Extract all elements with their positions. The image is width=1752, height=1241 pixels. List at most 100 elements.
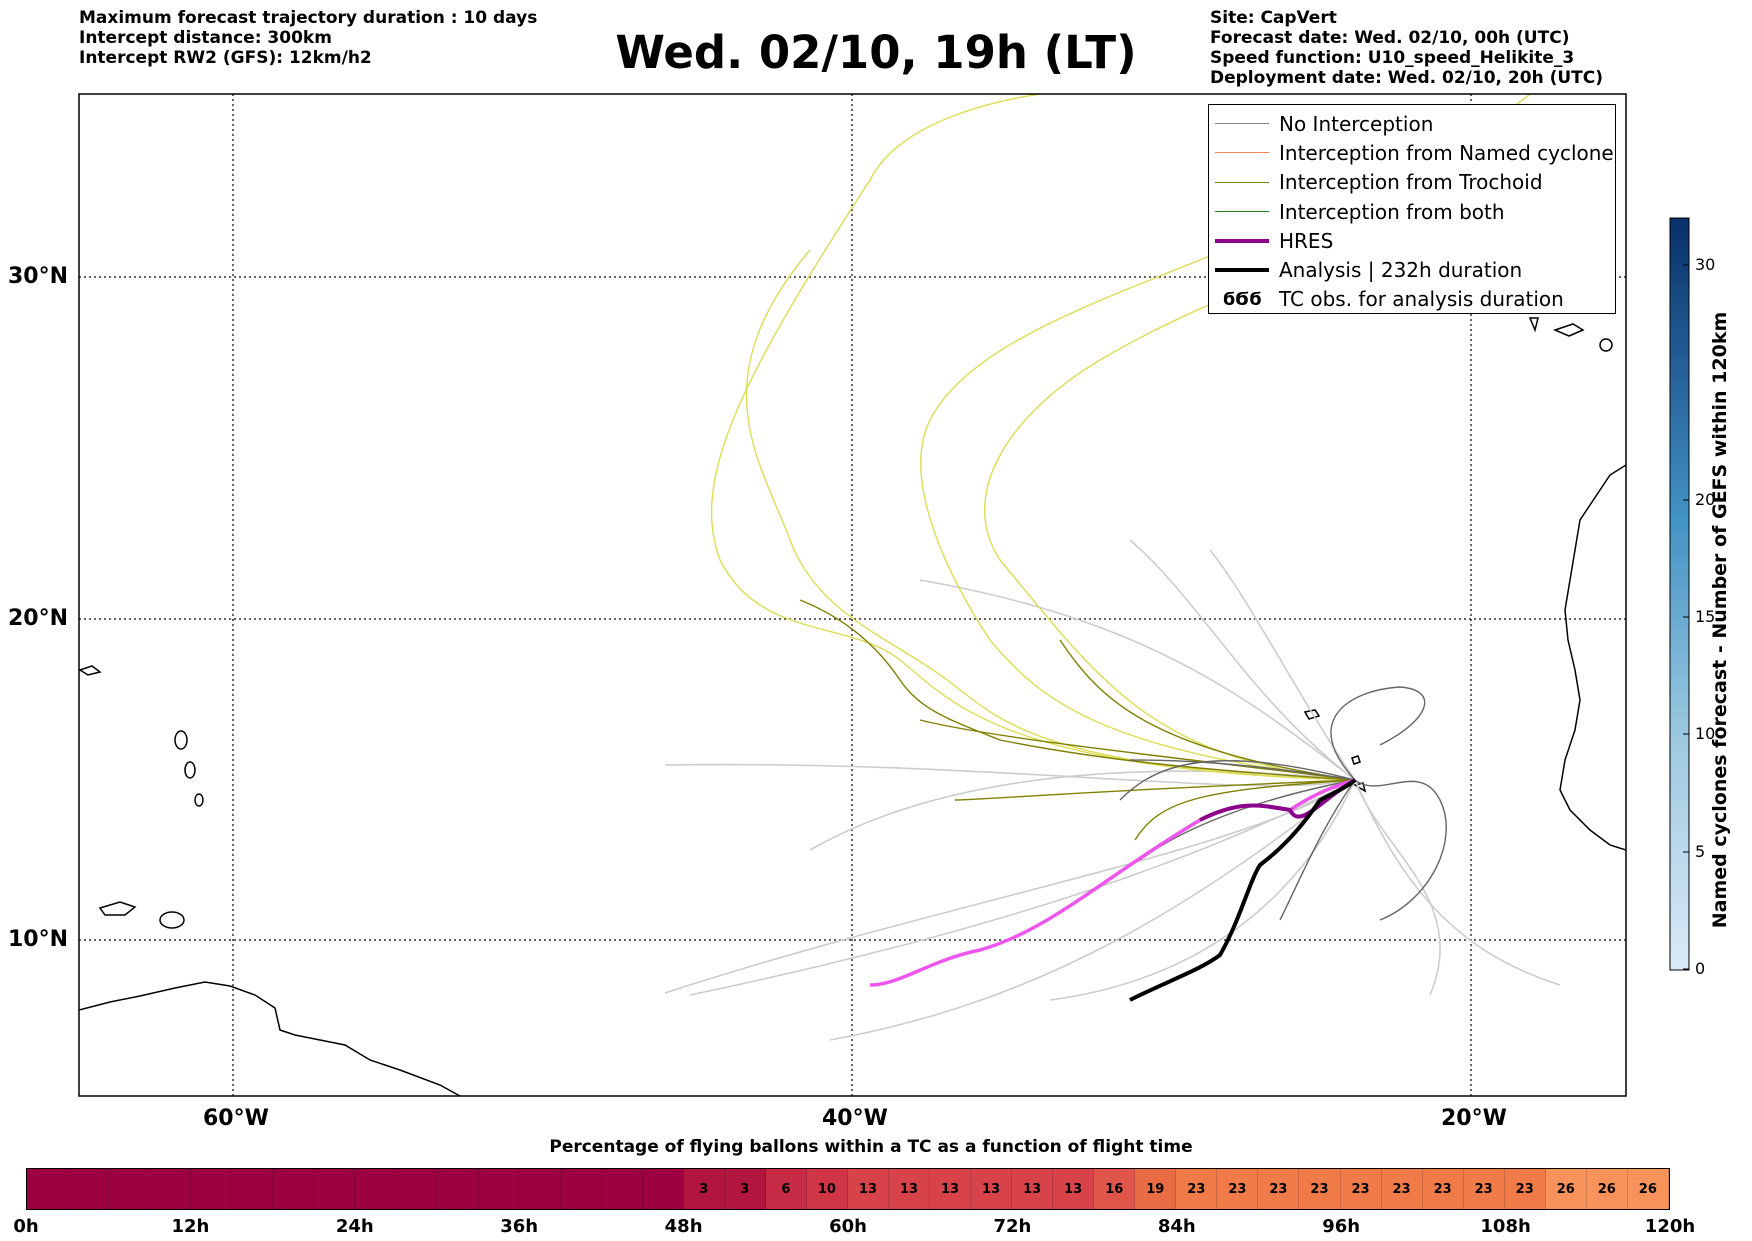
time-segment: 23 xyxy=(1381,1169,1423,1209)
lon-tick-60w: 60°W xyxy=(203,1106,269,1131)
time-segment: 6 xyxy=(765,1169,807,1209)
legend-line xyxy=(1215,211,1269,213)
cbar-tick-30: 30 xyxy=(1695,255,1716,274)
lat-tick-20: 20°N xyxy=(8,606,69,631)
lat-tick-10: 10°N xyxy=(8,927,69,952)
time-segment: 26 xyxy=(1586,1169,1628,1209)
legend-label: Analysis | 232h duration xyxy=(1279,258,1523,283)
time-tick-label: 96h xyxy=(1322,1216,1361,1237)
colorbar-ticks xyxy=(1683,264,1689,970)
intercept-distance-text: Intercept distance: 300km xyxy=(79,28,332,48)
time-segment xyxy=(560,1169,602,1209)
legend-item: No Interception xyxy=(1209,109,1615,138)
cbar-tick-0: 0 xyxy=(1695,959,1706,978)
time-segment: 26 xyxy=(1627,1169,1669,1209)
hres-trajectory xyxy=(869,778,1356,987)
legend-item: HRES xyxy=(1209,226,1615,255)
time-tick-label: 84h xyxy=(1157,1216,1196,1237)
time-segment: 23 xyxy=(1504,1169,1546,1209)
time-segment: 3 xyxy=(683,1169,725,1209)
legend-item: Analysis | 232h duration xyxy=(1209,255,1615,284)
cyclone-symbols-icon: ϭϬϭ xyxy=(1222,288,1262,310)
legend-line-swatch xyxy=(1215,123,1269,125)
time-segment: 16 xyxy=(1094,1169,1136,1209)
time-bar: 3 3 6 10 13 13 13 13 13 13 16 19 23 23 23 23 23 23 23 23 23 2… xyxy=(26,1168,1670,1210)
legend-line-swatch xyxy=(1215,238,1269,243)
time-segment: 3 xyxy=(724,1169,766,1209)
speed-function-text: Speed function: U10_speed_Helikite_3 xyxy=(1210,48,1575,68)
lon-tick-20w: 20°W xyxy=(1441,1106,1507,1131)
colorbar xyxy=(1669,217,1690,971)
deployment-date-text: Deployment date: Wed. 02/10, 20h (UTC) xyxy=(1210,68,1604,88)
legend-label: Interception from Trochoid xyxy=(1279,170,1543,195)
header-right-info: Site: CapVert Forecast date: Wed. 02/10,… xyxy=(1210,8,1603,88)
time-segment xyxy=(478,1169,520,1209)
time-tick-label: 12h xyxy=(171,1216,210,1237)
time-segment xyxy=(109,1169,151,1209)
time-tick-label: 36h xyxy=(500,1216,539,1237)
time-tick-label: 48h xyxy=(664,1216,703,1237)
time-segment xyxy=(601,1169,643,1209)
header-left-info: Maximum forecast trajectory duration : 1… xyxy=(79,8,537,68)
time-tick-label: 60h xyxy=(829,1216,867,1237)
time-segment: 23 xyxy=(1299,1169,1341,1209)
time-segment: 19 xyxy=(1135,1169,1177,1209)
analysis-trajectory xyxy=(1129,778,1357,1002)
legend-label: Interception from both xyxy=(1279,199,1505,224)
legend-item: Interception from Named cyclone xyxy=(1209,138,1615,167)
legend-label: Interception from Named cyclone xyxy=(1279,140,1614,165)
gray-no-interception-trajectories xyxy=(1119,686,1447,921)
time-segment: 23 xyxy=(1217,1169,1259,1209)
time-segment xyxy=(273,1169,315,1209)
legend-line-swatch xyxy=(1215,211,1269,213)
cbar-tick-15: 15 xyxy=(1695,607,1716,626)
time-segment: 13 xyxy=(1053,1169,1095,1209)
legend-line xyxy=(1215,123,1269,125)
lon-tick-40w: 40°W xyxy=(822,1106,888,1131)
time-tick-label: 72h xyxy=(993,1216,1032,1237)
time-segment xyxy=(642,1169,684,1209)
legend-line-swatch xyxy=(1215,181,1269,183)
legend: No Interception Interception from Named c… xyxy=(1208,104,1616,314)
cbar-tick-20: 20 xyxy=(1695,490,1716,509)
time-segment xyxy=(150,1169,192,1209)
time-segment xyxy=(232,1169,274,1209)
legend-line xyxy=(1215,268,1269,273)
legend-line-swatch xyxy=(1215,268,1269,273)
time-segment: 23 xyxy=(1258,1169,1300,1209)
time-segment: 13 xyxy=(847,1169,889,1209)
intercept-rw2-text: Intercept RW2 (GFS): 12km/h2 xyxy=(79,48,372,68)
hres-trajectory-dark xyxy=(1199,778,1356,822)
time-segment: 23 xyxy=(1340,1169,1382,1209)
legend-line xyxy=(1215,238,1269,243)
time-segment xyxy=(68,1169,110,1209)
time-segment: 10 xyxy=(806,1169,848,1209)
time-segment xyxy=(314,1169,356,1209)
olive-trochoid-trajectories xyxy=(799,599,1356,841)
time-segment xyxy=(437,1169,479,1209)
colorbar-label: Named cyclones forecast - Number of GEFS… xyxy=(1709,311,1731,929)
lat-tick-30: 30°N xyxy=(8,264,69,289)
max-duration-text: Maximum forecast trajectory duration : 1… xyxy=(79,8,538,28)
coastline xyxy=(79,317,1626,1096)
legend-line xyxy=(1215,152,1269,154)
time-tick-label: 0h xyxy=(13,1216,39,1237)
time-tick-label: 108h xyxy=(1480,1216,1531,1237)
forecast-date-text: Forecast date: Wed. 02/10, 00h (UTC) xyxy=(1210,28,1570,48)
legend-line xyxy=(1215,181,1269,183)
time-segment: 13 xyxy=(971,1169,1013,1209)
time-segment: 13 xyxy=(930,1169,972,1209)
time-segment xyxy=(355,1169,397,1209)
legend-label: TC obs. for analysis duration xyxy=(1279,287,1564,312)
time-segment xyxy=(396,1169,438,1209)
legend-item: Interception from Trochoid xyxy=(1209,168,1615,197)
time-segment xyxy=(191,1169,233,1209)
time-segment: 23 xyxy=(1422,1169,1464,1209)
time-segment xyxy=(27,1169,69,1209)
legend-label: No Interception xyxy=(1279,111,1434,136)
legend-item: Interception from both xyxy=(1209,197,1615,226)
time-segment: 23 xyxy=(1463,1169,1505,1209)
legend-label: HRES xyxy=(1279,228,1334,253)
legend-line-swatch xyxy=(1215,152,1269,154)
time-segment xyxy=(519,1169,561,1209)
